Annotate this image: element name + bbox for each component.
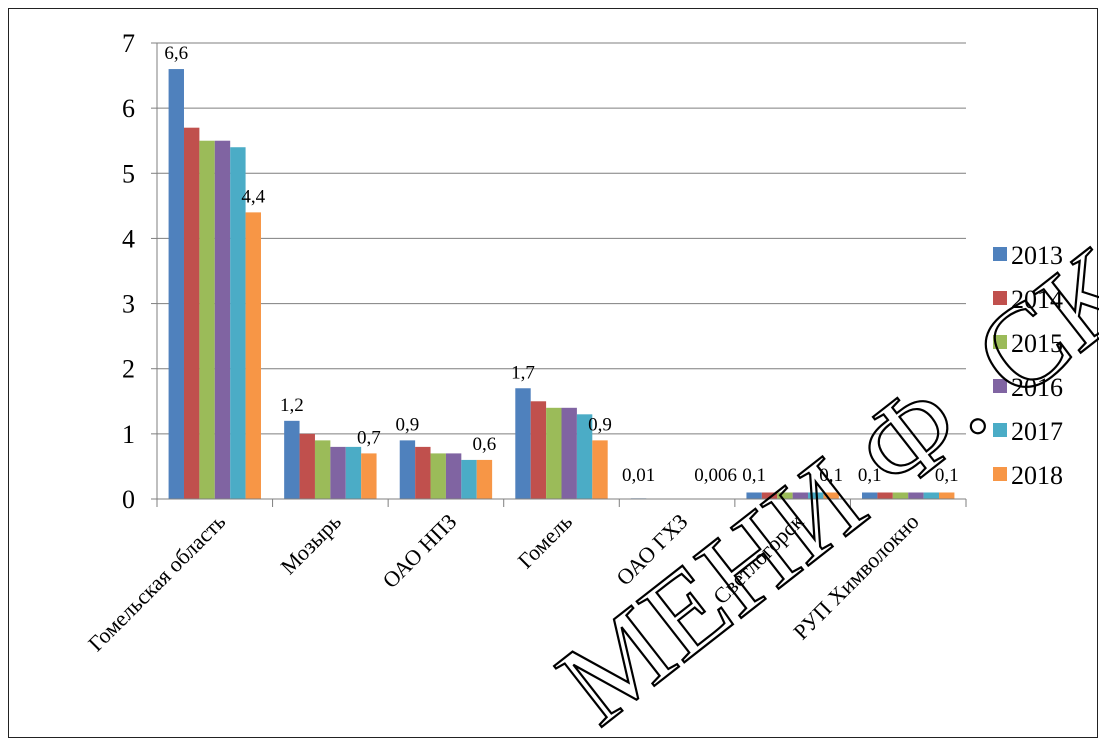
y-tick-label: 2 bbox=[122, 355, 135, 384]
bar bbox=[314, 440, 331, 499]
gridlines bbox=[157, 42, 966, 435]
bar bbox=[199, 140, 215, 499]
bar bbox=[476, 459, 493, 499]
bar bbox=[877, 492, 893, 499]
bar bbox=[345, 446, 362, 499]
bar bbox=[230, 147, 246, 499]
bars bbox=[168, 69, 955, 500]
legend-label: 2013 bbox=[1011, 241, 1063, 270]
legend-swatch bbox=[993, 335, 1007, 349]
chart-frame: 0 1 2 3 4 5 6 7 Гомельская область Мозырь ОАО НПЗ Г… bbox=[8, 8, 1099, 739]
bar bbox=[923, 492, 940, 499]
data-label: 0,006 bbox=[694, 465, 737, 486]
bar bbox=[461, 459, 477, 499]
legend-label: 2017 bbox=[1011, 417, 1063, 446]
bar bbox=[908, 492, 924, 499]
bar bbox=[592, 440, 608, 499]
bar bbox=[761, 492, 778, 499]
legend-swatch bbox=[993, 423, 1007, 437]
y-tick-label: 6 bbox=[122, 94, 135, 123]
bar bbox=[576, 414, 593, 499]
data-label: 0,9 bbox=[588, 414, 612, 435]
bar bbox=[445, 453, 462, 499]
bar bbox=[183, 127, 200, 499]
legend-label: 2016 bbox=[1011, 373, 1063, 402]
bar bbox=[892, 492, 909, 499]
data-label: 0,01 bbox=[622, 465, 655, 486]
data-label: 6,6 bbox=[164, 43, 188, 64]
legend-swatch bbox=[993, 379, 1007, 393]
y-tick-label: 3 bbox=[122, 290, 135, 319]
bar bbox=[862, 492, 878, 499]
y-tick-label: 1 bbox=[122, 420, 135, 449]
y-tick-label: 7 bbox=[122, 29, 135, 58]
bar bbox=[546, 407, 562, 499]
bar bbox=[777, 492, 793, 499]
x-category-label: Мозырь bbox=[276, 509, 346, 579]
bar bbox=[515, 388, 531, 499]
data-label: 1,2 bbox=[280, 395, 304, 416]
bar bbox=[245, 212, 261, 499]
legend-swatch bbox=[993, 467, 1007, 481]
bar bbox=[808, 492, 824, 499]
bar bbox=[284, 420, 300, 499]
bar bbox=[561, 407, 577, 499]
legend-label: 2018 bbox=[1011, 461, 1063, 490]
legend-swatch bbox=[993, 291, 1007, 305]
data-label: 0,9 bbox=[396, 414, 420, 435]
data-label: 0,1 bbox=[819, 465, 843, 486]
x-category-label: Гомельская область bbox=[83, 509, 230, 656]
y-tick-label: 0 bbox=[122, 485, 135, 514]
data-label: 0,1 bbox=[935, 465, 959, 486]
bar bbox=[430, 453, 446, 499]
data-label: 4,4 bbox=[241, 186, 265, 207]
x-category-label: Гомель bbox=[513, 509, 577, 573]
bar bbox=[168, 69, 184, 500]
bar bbox=[399, 440, 416, 499]
bar bbox=[361, 453, 377, 499]
data-label: 0,7 bbox=[357, 427, 381, 448]
y-tick-label: 4 bbox=[122, 224, 135, 253]
bar bbox=[823, 492, 839, 499]
watermark: МЕНИ Ф. СКОР bbox=[533, 131, 1099, 739]
bar-chart: 0 1 2 3 4 5 6 7 Гомельская область Мозырь ОАО НПЗ Г… bbox=[83, 29, 1099, 739]
bar bbox=[415, 446, 431, 499]
bar bbox=[746, 492, 762, 499]
legend-swatch bbox=[993, 247, 1007, 261]
data-label: 0,6 bbox=[473, 434, 497, 455]
data-label: 1,7 bbox=[511, 362, 535, 383]
watermark-text: МЕНИ Ф. СКОР bbox=[534, 132, 1099, 739]
data-label: 0,1 bbox=[742, 465, 766, 486]
legend: 2013 2014 2015 2016 2017 2018 bbox=[993, 241, 1063, 490]
bar bbox=[330, 446, 346, 499]
x-category-label: ОАО НПЗ bbox=[377, 509, 461, 593]
legend-label: 2014 bbox=[1011, 285, 1063, 314]
data-labels: 6,64,41,20,70,90,61,70,90,01 0,006 0,1 0,1 0… bbox=[164, 43, 958, 486]
bar bbox=[214, 140, 231, 499]
bar bbox=[792, 492, 809, 499]
bar bbox=[939, 492, 955, 499]
data-label: 0,1 bbox=[858, 465, 882, 486]
legend-label: 2015 bbox=[1011, 329, 1063, 358]
bar bbox=[530, 401, 547, 499]
bar bbox=[299, 433, 315, 499]
y-tick-label: 5 bbox=[122, 159, 135, 188]
